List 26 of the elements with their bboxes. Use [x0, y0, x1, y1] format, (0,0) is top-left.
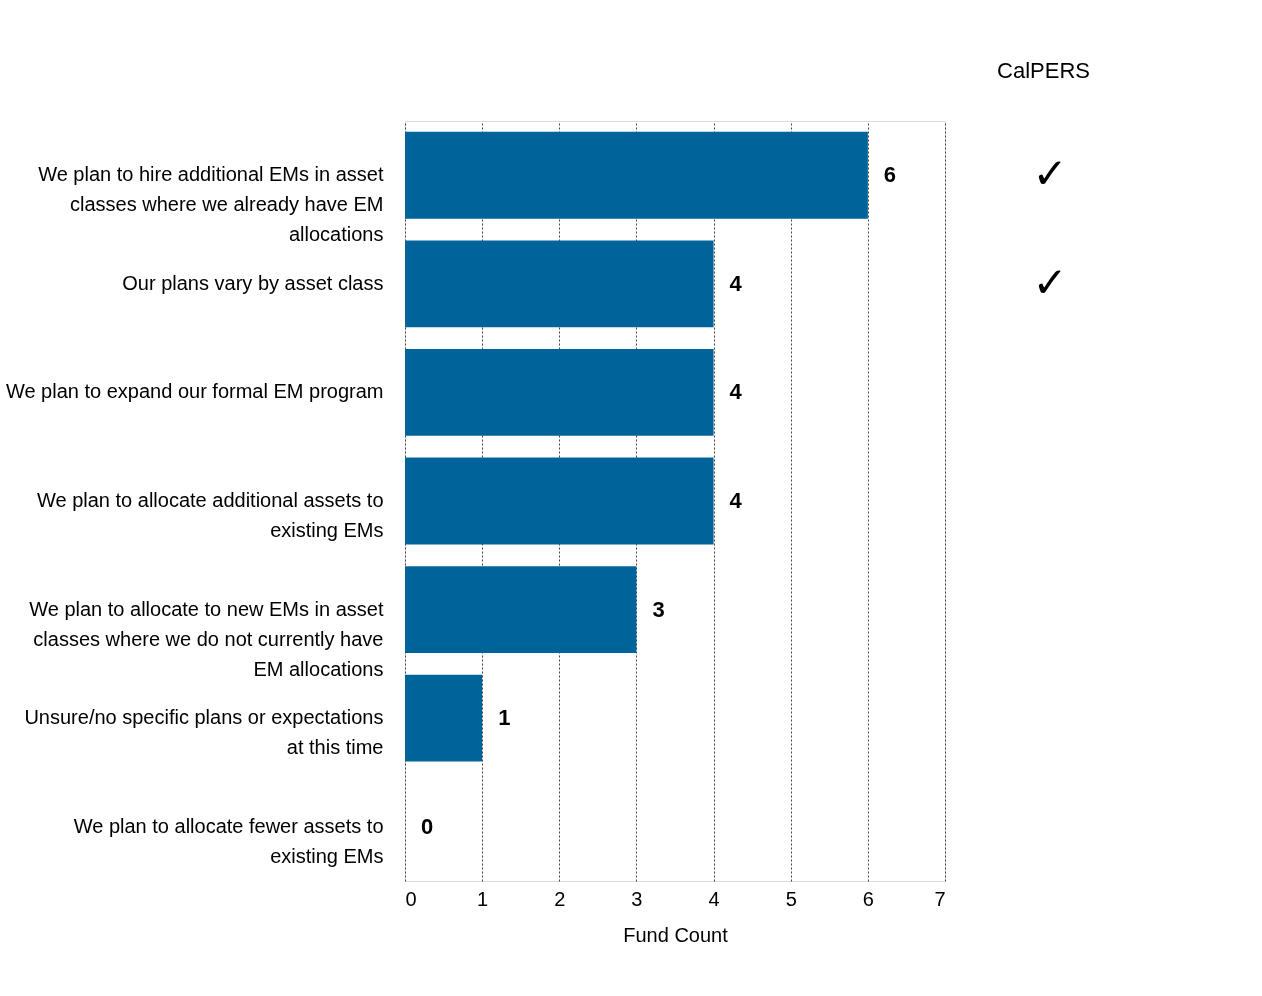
data-label: 1 — [498, 705, 511, 731]
data-label: 6 — [883, 162, 897, 188]
y-tick-label: Our plans vary by asset class — [122, 271, 384, 294]
x-tick-label: 5 — [785, 887, 797, 910]
x-tick-label: 2 — [554, 887, 566, 910]
y-tick-label: Unsure/no specific plans or expectations at this time — [24, 706, 384, 759]
text: ✓ — [1032, 257, 1068, 307]
y-tick-label: We plan to expand our formal EM program — [5, 380, 384, 403]
data-label: 4 — [729, 379, 743, 405]
text: CalPERS — [997, 58, 1090, 83]
text: ✓ — [1032, 149, 1068, 199]
y-tick-label: We plan to allocate fewer assets to existing EMs — [73, 814, 384, 867]
y-tick-label: We plan to allocate to new EMs in asset classes where we do not currently have EM allocations — [29, 597, 384, 680]
x-tick-label: 0 — [405, 887, 417, 910]
y-tick-label: We plan to allocate additional assets to existing EMs — [36, 489, 384, 541]
x-axis-title: Fund Count — [623, 923, 729, 946]
data-label: 4 — [729, 270, 743, 296]
x-tick-label: 3 — [631, 887, 643, 910]
x-tick-label: 4 — [708, 887, 720, 910]
x-tick-label: 6 — [862, 887, 874, 910]
x-tick-label: 7 — [934, 887, 946, 910]
data-label: 3 — [652, 596, 665, 622]
x-tick-label: 1 — [477, 887, 489, 910]
data-label: 4 — [729, 488, 743, 513]
data-label: 0 — [421, 813, 434, 839]
y-tick-label: We plan to hire additional EMs in asset classes where we already have EM allocations — [38, 163, 384, 246]
